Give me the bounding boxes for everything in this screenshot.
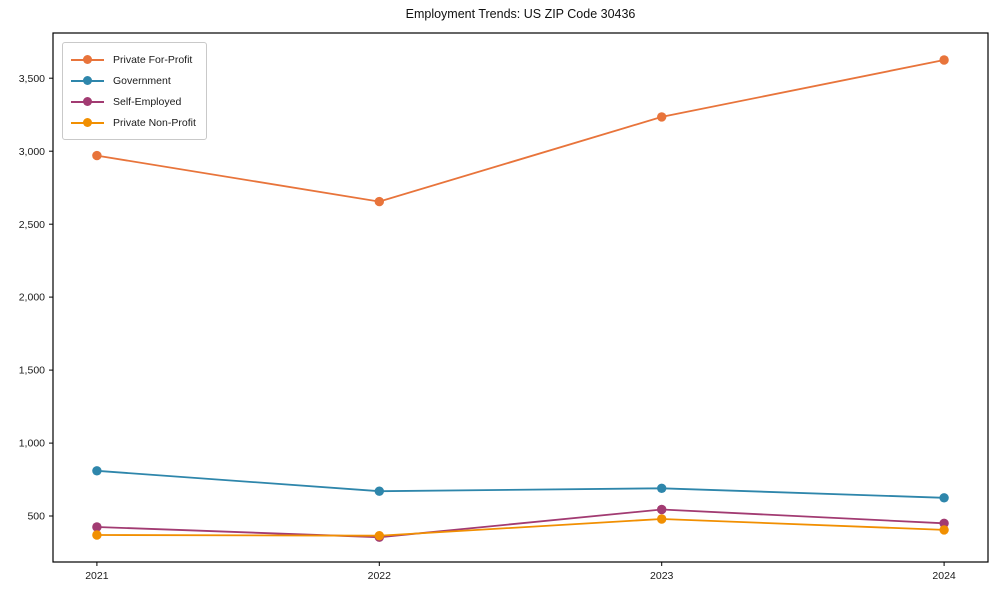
x-tick-label: 2024 (932, 570, 956, 582)
series-line (96, 59, 945, 203)
series-line (96, 508, 945, 539)
legend-label: Government (113, 74, 171, 87)
legend-item-self-employed[interactable]: Self-Employed (71, 91, 196, 112)
legend-label: Private Non-Profit (113, 116, 196, 129)
data-point[interactable] (92, 522, 102, 532)
x-tick-label: 2021 (85, 570, 109, 582)
legend-item-private-non-profit[interactable]: Private Non-Profit (71, 112, 196, 133)
data-point[interactable] (374, 531, 384, 541)
legend: Private For-Profit Government Self-Emplo… (62, 42, 207, 140)
y-tick-label: 1,500 (19, 365, 45, 377)
y-tick-label: 3,500 (19, 73, 45, 85)
data-point[interactable] (939, 55, 949, 65)
series-line (96, 518, 945, 537)
y-tick-label: 2,500 (19, 219, 45, 231)
data-point[interactable] (939, 493, 949, 503)
y-tick-label: 1,000 (19, 438, 45, 450)
data-point[interactable] (92, 150, 102, 161)
data-point[interactable] (92, 530, 102, 540)
y-tick-label: 500 (27, 511, 45, 523)
data-point[interactable] (657, 112, 667, 122)
legend-item-private-for-profit[interactable]: Private For-Profit (71, 49, 196, 70)
data-point[interactable] (939, 525, 949, 535)
line-marker-icon (71, 55, 104, 65)
legend-item-government[interactable]: Government (71, 70, 196, 91)
line-marker-icon (71, 76, 104, 86)
data-point[interactable] (374, 486, 384, 496)
x-tick-label: 2022 (368, 570, 392, 582)
data-point[interactable] (657, 483, 667, 493)
x-tick-label: 2023 (650, 570, 674, 582)
legend-label: Self-Employed (113, 95, 182, 108)
data-point[interactable] (939, 518, 949, 528)
y-tick-label: 2,000 (19, 292, 45, 304)
series-line (96, 469, 945, 499)
line-marker-icon (71, 118, 104, 128)
legend-label: Private For-Profit (113, 53, 193, 66)
chart-title: Employment Trends: US ZIP Code 30436 (405, 7, 636, 21)
data-point[interactable] (92, 466, 102, 476)
line-marker-icon (71, 97, 104, 107)
data-point[interactable] (657, 504, 667, 515)
data-point[interactable] (657, 514, 667, 524)
y-tick-label: 3,000 (19, 146, 45, 158)
data-point[interactable] (374, 196, 384, 207)
